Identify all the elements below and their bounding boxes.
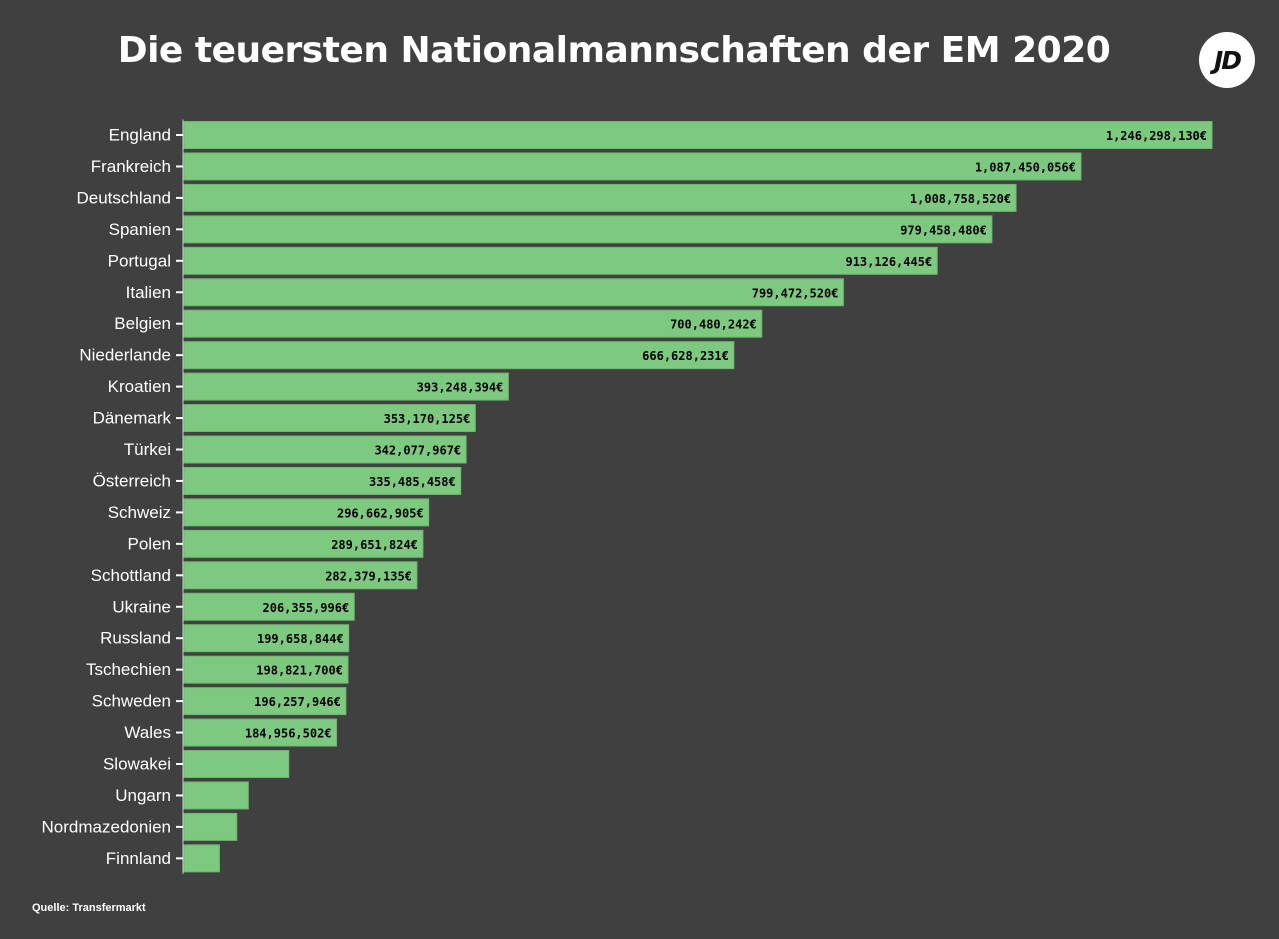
bar (183, 121, 1213, 149)
category-label: Polen (128, 534, 171, 553)
bar (183, 561, 418, 590)
data-label: 393,248,394€ (417, 381, 504, 395)
bar (183, 309, 763, 338)
data-label: 289,651,824€ (331, 538, 418, 552)
category-label: Tschechien (86, 660, 171, 679)
category-label: Niederlande (79, 346, 171, 365)
bar (183, 183, 1017, 212)
data-label: 198,821,700€ (256, 664, 343, 678)
data-label: 353,170,125€ (384, 412, 471, 426)
data-label: 196,257,946€ (254, 695, 341, 709)
data-label: 206,355,996€ (263, 601, 350, 615)
data-label: 342,077,967€ (374, 444, 461, 458)
bar (183, 466, 462, 495)
bar (183, 781, 249, 810)
data-label: 199,658,844€ (257, 632, 344, 646)
bar (183, 215, 993, 244)
category-label: England (109, 126, 171, 145)
category-label: Belgien (114, 314, 171, 333)
category-label: Russland (100, 629, 171, 648)
bar (183, 718, 338, 747)
bar (183, 655, 349, 684)
data-label: 296,662,905€ (337, 506, 424, 520)
category-label: Slowakei (103, 755, 171, 774)
data-label: 913,126,445€ (845, 255, 932, 269)
category-label: Schweden (92, 692, 171, 711)
category-label: Italien (126, 283, 171, 302)
category-label: Türkei (124, 440, 171, 459)
category-label: Schweiz (108, 503, 171, 522)
data-label: 1,087,450,056€ (975, 160, 1076, 174)
category-label: Finnland (106, 849, 171, 868)
source-note: Quelle: Transfermarkt (32, 902, 146, 914)
category-label: Ukraine (112, 597, 171, 616)
bar (183, 529, 424, 558)
category-label: Österreich (93, 471, 171, 490)
bar (183, 372, 509, 401)
bar (183, 435, 467, 464)
category-label: Schottland (91, 566, 171, 585)
bar (183, 404, 476, 433)
category-label: Wales (124, 723, 171, 742)
category-label: Frankreich (91, 157, 171, 176)
bar (183, 152, 1082, 181)
bar (183, 624, 350, 653)
data-label: 335,485,458€ (369, 475, 456, 489)
data-label: 184,956,502€ (245, 727, 332, 741)
data-label: 666,628,231€ (642, 349, 729, 363)
data-label: 979,458,480€ (900, 223, 987, 237)
bar (183, 592, 355, 621)
data-label: 799,472,520€ (752, 286, 839, 300)
bar (183, 341, 735, 370)
category-label: Kroatien (108, 377, 171, 396)
bar (183, 844, 220, 873)
category-label: Dänemark (93, 409, 172, 428)
bar (183, 812, 238, 841)
chart-title: Die teuersten Nationalmannschaften der E… (117, 30, 1111, 71)
data-label: 1,008,758,520€ (910, 192, 1011, 206)
bar (183, 246, 938, 275)
data-label: 1,246,298,130€ (1106, 129, 1207, 143)
data-label: 282,379,135€ (325, 569, 412, 583)
bar (183, 750, 290, 778)
bar (183, 278, 844, 307)
logo-text: JD (1213, 45, 1242, 75)
bar (183, 498, 430, 527)
data-label: 700,480,242€ (670, 318, 757, 332)
category-label: Deutschland (76, 188, 171, 207)
category-label: Spanien (109, 220, 171, 239)
bars-layer: England 1,246,298,130€ Frankreich 1,087,450… (42, 119, 1213, 874)
category-label: Nordmazedonien (42, 817, 171, 836)
category-label: Ungarn (115, 786, 171, 805)
category-label: Portugal (108, 251, 171, 270)
jd-logo: JD (1199, 32, 1255, 88)
bar (183, 687, 347, 716)
